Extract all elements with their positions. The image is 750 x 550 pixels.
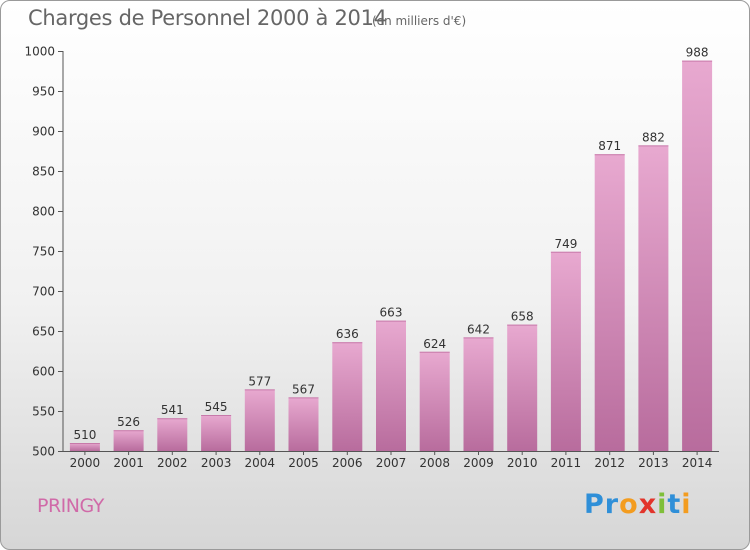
chart-title: Charges de Personnel 2000 à 2014 — [28, 6, 387, 30]
y-tick-label: 650 — [32, 325, 55, 339]
bar-2012 — [594, 154, 625, 451]
bar-2010 — [507, 324, 538, 451]
bar-2000 — [69, 443, 100, 451]
x-tick-label: 2009 — [463, 456, 494, 470]
x-tick-label: 2002 — [157, 456, 188, 470]
bar-2007 — [376, 320, 406, 451]
data-label: 642 — [467, 322, 490, 336]
x-tick-label: 2003 — [201, 456, 232, 470]
x-tick-label: 2005 — [288, 456, 319, 470]
x-tick-label: 2013 — [638, 456, 669, 470]
bar-2014 — [682, 60, 713, 451]
x-tick-label: 2001 — [113, 456, 144, 470]
chart-subtitle: (en milliers d'€) — [372, 14, 467, 28]
bar-2002 — [157, 418, 188, 451]
y-tick-label: 800 — [32, 205, 55, 219]
bar-2009 — [463, 337, 494, 451]
bar-2011 — [550, 251, 581, 451]
proxiti-logo: Proxiti — [584, 489, 692, 520]
data-label: 636 — [336, 327, 359, 341]
x-tick-label: 2014 — [682, 456, 713, 470]
data-label: 545 — [205, 400, 228, 414]
x-tick-label: 2011 — [551, 456, 582, 470]
data-label: 577 — [248, 374, 271, 388]
y-tick-label: 750 — [32, 245, 55, 259]
commune-name: PRINGY — [37, 495, 104, 517]
x-tick-label: 2007 — [376, 456, 407, 470]
y-tick-label: 550 — [32, 405, 55, 419]
x-tick-label: 2000 — [70, 456, 101, 470]
y-tick-label: 950 — [32, 85, 55, 99]
y-tick-label: 700 — [32, 285, 55, 299]
data-label: 882 — [642, 130, 665, 144]
bar-2013 — [638, 145, 669, 451]
data-label: 871 — [598, 139, 621, 153]
y-tick-label: 1000 — [24, 45, 55, 59]
x-tick-label: 2006 — [332, 456, 363, 470]
data-label: 624 — [423, 337, 446, 351]
data-label: 567 — [292, 382, 315, 396]
data-label: 658 — [511, 310, 534, 324]
data-label: 510 — [73, 428, 96, 442]
x-tick-label: 2012 — [594, 456, 625, 470]
x-tick-label: 2008 — [419, 456, 450, 470]
bar-2006 — [332, 342, 363, 451]
bar-2008 — [419, 351, 450, 451]
bar-2001 — [113, 430, 144, 451]
y-tick-label: 850 — [32, 165, 55, 179]
data-label: 526 — [117, 415, 140, 429]
data-label: 541 — [161, 403, 184, 417]
x-tick-label: 2010 — [507, 456, 538, 470]
y-tick-label: 900 — [32, 125, 55, 139]
data-label: 749 — [554, 237, 577, 251]
y-tick-label: 500 — [32, 445, 55, 459]
data-label: 663 — [380, 306, 403, 320]
bar-2004 — [244, 389, 275, 451]
bar-2003 — [201, 415, 232, 451]
bar-2005 — [288, 397, 319, 451]
data-label: 988 — [686, 46, 709, 60]
x-tick-label: 2004 — [245, 456, 276, 470]
y-tick-label: 600 — [32, 365, 55, 379]
